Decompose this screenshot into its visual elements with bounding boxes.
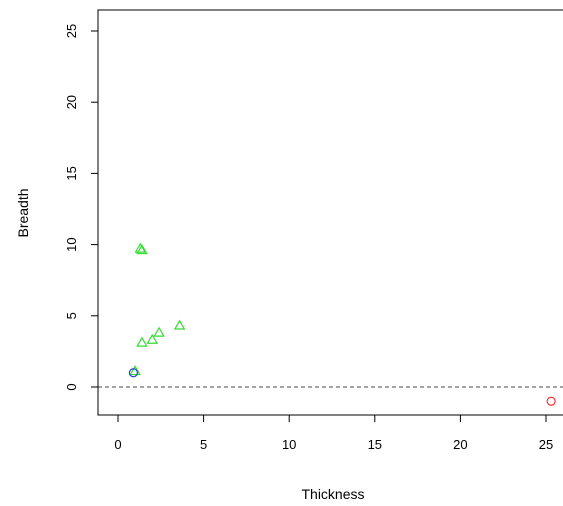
x-axis-label: Thickness: [301, 486, 364, 502]
triangle-data-point: [153, 326, 165, 337]
y-tick-label: 15: [64, 166, 79, 180]
y-axis-label: Breadth: [15, 188, 31, 237]
y-tick-label: 20: [64, 95, 79, 109]
x-tick-label: 5: [200, 437, 207, 452]
triangle-data-point: [173, 319, 186, 330]
circle-data-point: [128, 368, 139, 378]
x-tick-label: 10: [282, 437, 296, 452]
x-tick-label: 0: [114, 437, 121, 452]
x-axis: 0 5 10 15 20 25: [114, 414, 553, 452]
y-tick-label: 25: [64, 24, 79, 38]
y-axis: 0 5 10 15 20 25: [64, 24, 99, 391]
x-tick-label: 15: [368, 437, 382, 452]
triangle-data-point: [136, 336, 148, 347]
plot-frame: [97, 9, 563, 416]
triangle-data-point: [146, 333, 159, 344]
triangle-data-point: [136, 244, 148, 255]
x-tick-label: 20: [453, 437, 467, 452]
y-tick-label: 5: [64, 312, 79, 319]
y-tick-label: 0: [64, 383, 79, 390]
circle-data-point: [546, 396, 556, 406]
data-points: [128, 242, 556, 406]
triangle-data-point: [129, 365, 141, 376]
x-tick-label: 25: [539, 437, 553, 452]
y-tick-label: 10: [64, 237, 79, 251]
triangle-data-point: [134, 242, 147, 253]
